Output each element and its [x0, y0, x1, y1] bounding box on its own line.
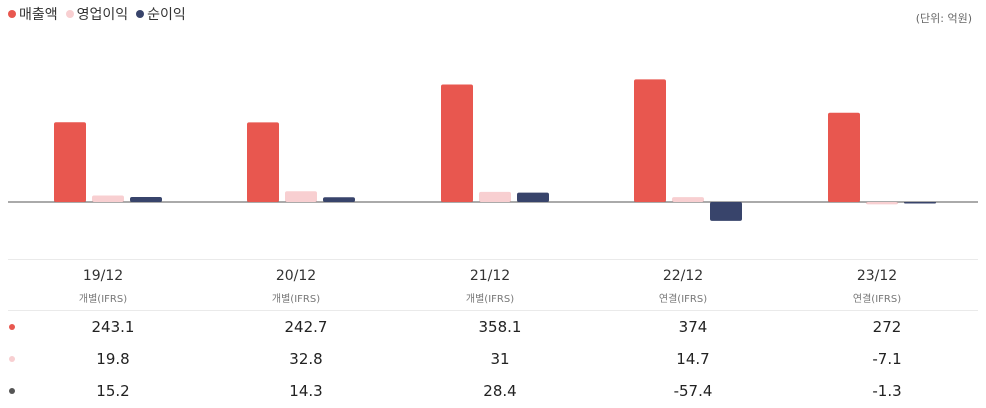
- table-cell: 374: [678, 318, 708, 336]
- legend-item-operating-profit[interactable]: 영업이익: [65, 4, 129, 24]
- legend-dot-icon: [65, 10, 74, 18]
- period-label: 23/12: [856, 268, 898, 284]
- table-cell: -57.4: [673, 382, 713, 400]
- bar-chart: [8, 79, 978, 221]
- bar-operating-profit-20-12[interactable]: [285, 191, 317, 202]
- row-dot-icon: [9, 388, 15, 394]
- bar-revenue-21-12[interactable]: [441, 84, 473, 202]
- period-23-12: 23/12 연결(IFRS): [807, 268, 947, 305]
- period-basis: 개별(IFRS): [78, 294, 128, 305]
- period-label: 20/12: [275, 268, 317, 284]
- bar-net-income-23-12[interactable]: [904, 202, 936, 204]
- table-cell: 14.3: [289, 382, 323, 400]
- bar-net-income-21-12[interactable]: [517, 192, 549, 202]
- chart-legend: 매출액 영업이익 순이익: [8, 4, 186, 24]
- period-label: 21/12: [469, 268, 511, 284]
- period-21-12: 21/12 개별(IFRS): [420, 268, 560, 305]
- bar-operating-profit-22-12[interactable]: [672, 197, 704, 202]
- table-cell: 28.4: [483, 382, 517, 400]
- bar-operating-profit-23-12[interactable]: [866, 202, 898, 205]
- bar-net-income-19-12[interactable]: [130, 197, 162, 202]
- table-cell: 243.1: [91, 318, 135, 336]
- bar-revenue-23-12[interactable]: [828, 112, 860, 202]
- legend-label: 매출액: [19, 7, 58, 23]
- table-divider-top: [8, 259, 978, 260]
- table-cell: 358.1: [478, 318, 522, 336]
- legend-dot-icon: [136, 10, 145, 18]
- table-cell: -7.1: [872, 350, 902, 368]
- period-basis: 연결(IFRS): [658, 294, 708, 305]
- period-basis: 개별(IFRS): [271, 294, 321, 305]
- unit-label: (단위: 억원): [915, 12, 972, 25]
- period-basis: 개별(IFRS): [465, 294, 515, 305]
- period-19-12: 19/12 개별(IFRS): [33, 268, 173, 305]
- bar-revenue-20-12[interactable]: [247, 122, 279, 202]
- table-divider-header: [8, 310, 978, 311]
- period-label: 19/12: [82, 268, 124, 284]
- table-cell: 15.2: [96, 382, 130, 400]
- row-dot-icon: [9, 324, 15, 330]
- bar-net-income-20-12[interactable]: [323, 197, 355, 202]
- legend-dot-icon: [8, 10, 16, 18]
- bar-revenue-19-12[interactable]: [54, 122, 86, 202]
- table-cell: 32.8: [289, 350, 323, 368]
- bar-operating-profit-21-12[interactable]: [479, 191, 511, 202]
- period-label: 22/12: [662, 268, 704, 284]
- period-22-12: 22/12 연결(IFRS): [613, 268, 753, 305]
- table-cell: 14.7: [676, 350, 710, 368]
- period-basis: 연결(IFRS): [852, 294, 902, 305]
- table-cell: 242.7: [284, 318, 328, 336]
- table-cell: 272: [872, 318, 902, 336]
- legend-label: 영업이익: [76, 7, 129, 23]
- table-cell: 31: [490, 350, 510, 368]
- row-dot-icon: [9, 356, 15, 362]
- table-cell: 19.8: [96, 350, 130, 368]
- bar-revenue-22-12[interactable]: [634, 79, 666, 202]
- period-20-12: 20/12 개별(IFRS): [226, 268, 366, 305]
- legend-label: 순이익: [147, 7, 186, 23]
- legend-item-revenue[interactable]: 매출액: [8, 4, 58, 24]
- table-cell: -1.3: [872, 382, 902, 400]
- bar-operating-profit-19-12[interactable]: [92, 195, 124, 202]
- bar-net-income-22-12[interactable]: [710, 202, 742, 221]
- legend-item-net-income[interactable]: 순이익: [136, 4, 186, 24]
